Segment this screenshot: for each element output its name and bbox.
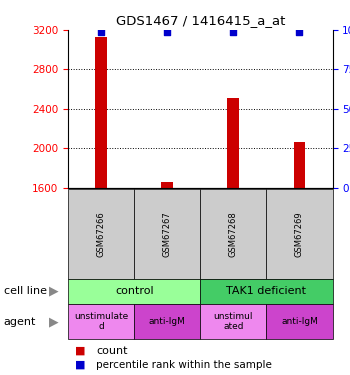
Text: cell line: cell line bbox=[4, 286, 47, 296]
Bar bbox=[68, 189, 134, 279]
Bar bbox=[134, 189, 200, 279]
Bar bbox=[266, 189, 332, 279]
Text: ▶: ▶ bbox=[49, 315, 59, 328]
Bar bbox=[200, 304, 266, 339]
Bar bbox=[200, 189, 266, 279]
Text: control: control bbox=[115, 286, 154, 296]
Text: anti-IgM: anti-IgM bbox=[149, 317, 186, 326]
Point bbox=[164, 28, 170, 34]
Point bbox=[297, 28, 302, 34]
Text: unstimul
ated: unstimul ated bbox=[214, 312, 253, 332]
Point bbox=[98, 28, 104, 34]
Bar bbox=[266, 304, 332, 339]
Text: count: count bbox=[96, 346, 128, 355]
Bar bbox=[95, 37, 107, 188]
Text: GSM67269: GSM67269 bbox=[295, 211, 304, 257]
Text: GSM67266: GSM67266 bbox=[97, 211, 106, 257]
Text: anti-IgM: anti-IgM bbox=[281, 317, 318, 326]
Text: agent: agent bbox=[4, 317, 36, 327]
Bar bbox=[134, 304, 200, 339]
Bar bbox=[68, 279, 200, 304]
Bar bbox=[200, 279, 332, 304]
Text: unstimulate
d: unstimulate d bbox=[74, 312, 128, 332]
Bar bbox=[294, 142, 306, 188]
Text: GSM67267: GSM67267 bbox=[163, 211, 172, 257]
Bar bbox=[161, 182, 173, 188]
Text: ■: ■ bbox=[75, 360, 86, 370]
Bar bbox=[68, 304, 134, 339]
Bar bbox=[228, 98, 239, 188]
Text: ■: ■ bbox=[75, 346, 86, 355]
Text: ▶: ▶ bbox=[49, 285, 59, 298]
Text: percentile rank within the sample: percentile rank within the sample bbox=[96, 360, 272, 370]
Point bbox=[231, 28, 236, 34]
Text: GSM67268: GSM67268 bbox=[229, 211, 238, 257]
Title: GDS1467 / 1416415_a_at: GDS1467 / 1416415_a_at bbox=[116, 15, 285, 27]
Text: TAK1 deficient: TAK1 deficient bbox=[226, 286, 307, 296]
